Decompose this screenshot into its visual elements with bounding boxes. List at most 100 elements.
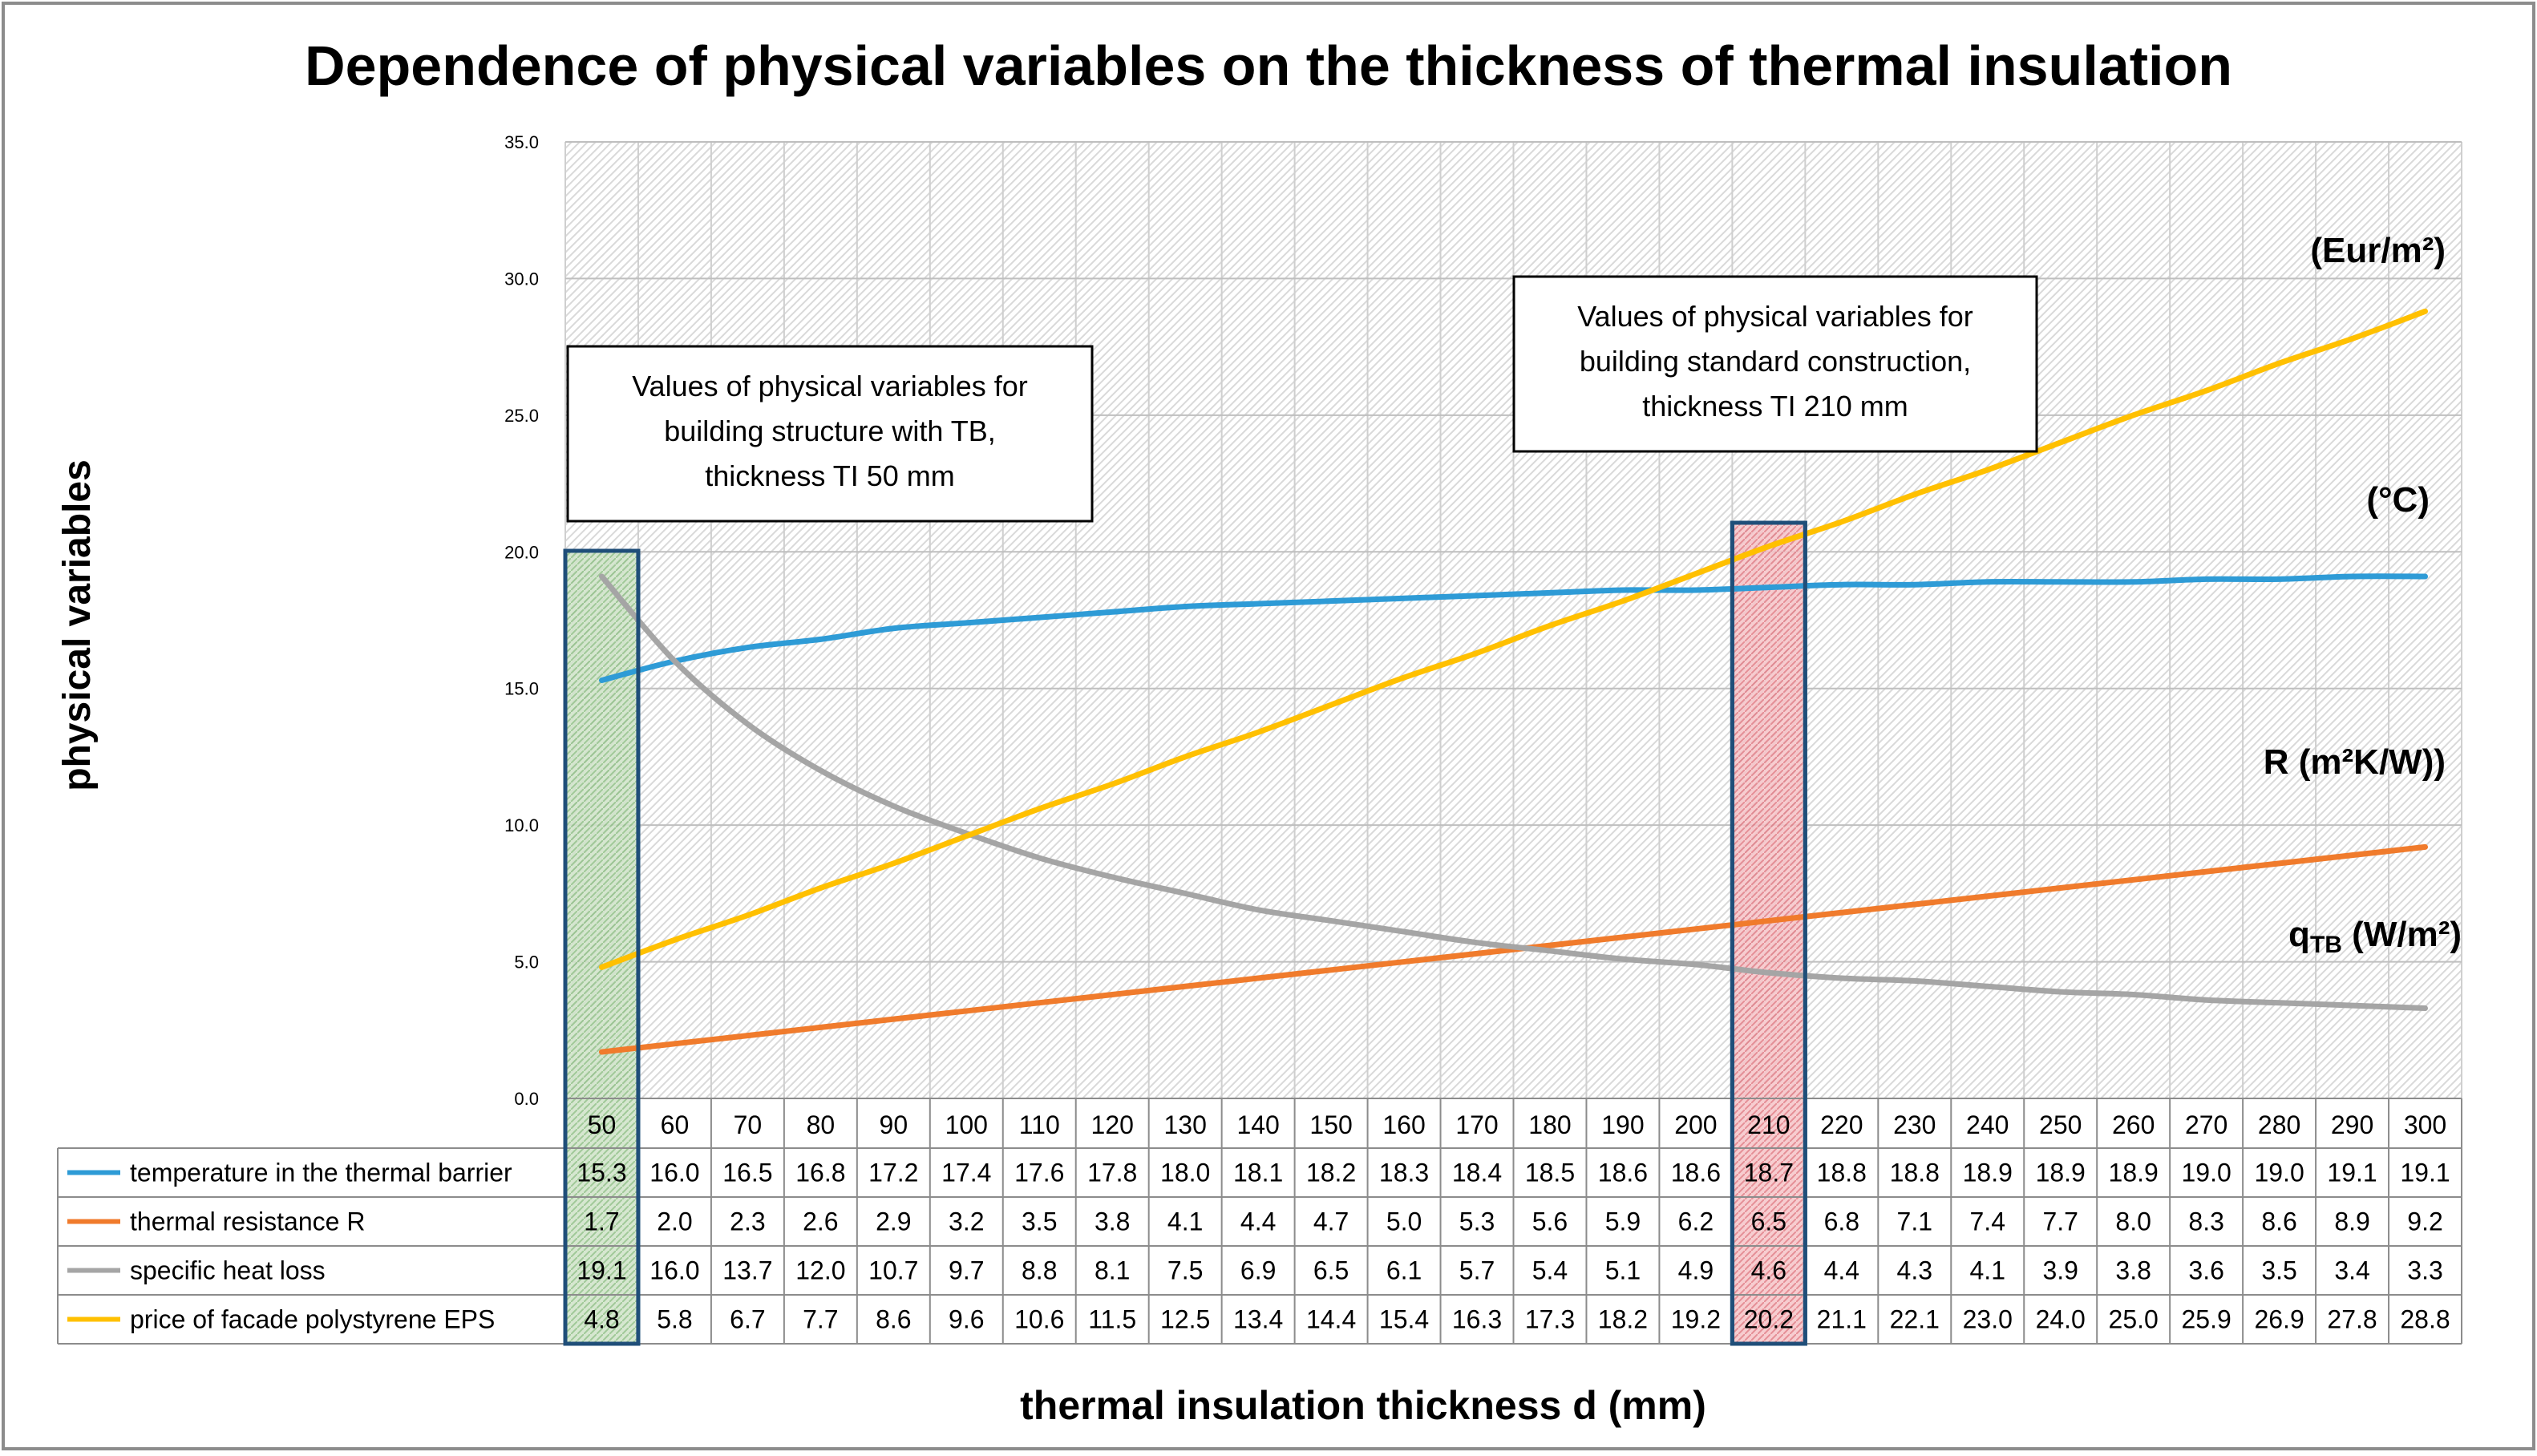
data-label: 18.9	[2036, 1159, 2086, 1187]
data-label: 27.8	[2327, 1305, 2377, 1334]
x-tick-label: 130	[1163, 1110, 1206, 1139]
data-label: 5.3	[1459, 1207, 1495, 1236]
legend-label: specific heat loss	[130, 1256, 326, 1285]
data-label: 8.6	[2261, 1207, 2296, 1236]
data-label: 17.2	[868, 1159, 918, 1187]
data-label: 24.0	[2036, 1305, 2086, 1334]
data-label: 3.9	[2042, 1256, 2078, 1285]
data-label: 13.7	[722, 1256, 772, 1285]
data-label: 5.8	[657, 1305, 692, 1334]
data-label: 7.5	[1167, 1256, 1203, 1285]
data-label: 3.5	[2261, 1256, 2296, 1285]
data-label: 18.2	[1306, 1159, 1356, 1187]
series-line	[598, 573, 2429, 683]
data-label: 18.4	[1452, 1159, 1502, 1187]
data-label: 18.9	[1963, 1159, 2013, 1187]
x-tick-label: 140	[1236, 1110, 1279, 1139]
annotations: Values of physical variables for building…	[566, 275, 2038, 523]
unit-label: R (m²K/W))	[2264, 742, 2446, 782]
y-tick-label: 0.0	[514, 1089, 539, 1109]
data-label: 12.0	[795, 1256, 845, 1285]
x-tick-label: 180	[1528, 1110, 1571, 1139]
data-label: 8.0	[2115, 1207, 2151, 1236]
data-label: 9.2	[2407, 1207, 2442, 1236]
data-label: 26.9	[2254, 1305, 2304, 1334]
data-label: 18.6	[1671, 1159, 1721, 1187]
data-label: 14.4	[1306, 1305, 1356, 1334]
data-label: 3.8	[1095, 1207, 1130, 1236]
data-label: 19.0	[2254, 1159, 2304, 1187]
data-label: 28.8	[2400, 1305, 2450, 1334]
data-label: 6.5	[1751, 1207, 1786, 1236]
data-label: 5.0	[1386, 1207, 1422, 1236]
data-label: 18.8	[1817, 1159, 1867, 1187]
legend-label: temperature in the thermal barrier	[130, 1159, 512, 1187]
legend-label: price of facade polystyrene EPS	[130, 1305, 495, 1334]
data-label: 16.3	[1452, 1305, 1502, 1334]
data-label: 3.6	[2188, 1256, 2223, 1285]
data-label: 4.4	[1824, 1256, 1859, 1285]
x-tick-label: 270	[2185, 1110, 2227, 1139]
data-label: 5.9	[1605, 1207, 1641, 1236]
x-tick-label: 90	[880, 1110, 908, 1139]
data-label: 5.7	[1459, 1256, 1495, 1285]
data-label: 9.7	[949, 1256, 984, 1285]
data-label: 4.1	[1970, 1256, 2005, 1285]
data-label: 25.0	[2109, 1305, 2159, 1334]
unit-label: qTB (W/m²)	[2288, 915, 2462, 958]
data-label: 16.8	[795, 1159, 845, 1187]
data-label: 18.6	[1598, 1159, 1648, 1187]
x-tick-label: 280	[2258, 1110, 2300, 1139]
data-label: 19.1	[2327, 1159, 2377, 1187]
data-label: 8.6	[876, 1305, 911, 1334]
x-axis-label: thermal insulation thickness d (mm)	[1020, 1383, 1706, 1428]
data-label: 8.1	[1095, 1256, 1130, 1285]
data-label: 10.7	[868, 1256, 918, 1285]
y-tick-label: 20.0	[504, 542, 539, 562]
data-label: 15.3	[577, 1159, 626, 1187]
unit-label: (°C)	[2366, 480, 2430, 520]
data-label: 4.7	[1313, 1207, 1349, 1236]
data-label: 13.4	[1233, 1305, 1283, 1334]
x-tick-label: 60	[661, 1110, 690, 1139]
data-label: 2.0	[657, 1207, 692, 1236]
data-label: 23.0	[1963, 1305, 2013, 1334]
data-label: 18.1	[1233, 1159, 1283, 1187]
x-tick-label: 70	[734, 1110, 763, 1139]
x-tick-label: 50	[588, 1110, 617, 1139]
data-label: 7.1	[1897, 1207, 1932, 1236]
y-tick-label: 30.0	[504, 269, 539, 289]
data-label: 17.6	[1014, 1159, 1064, 1187]
series-lines	[598, 308, 2429, 1055]
data-label: 4.1	[1167, 1207, 1203, 1236]
data-label: 16.0	[649, 1159, 699, 1187]
x-tick-label: 210	[1747, 1110, 1790, 1139]
data-label: 15.4	[1379, 1305, 1429, 1334]
x-tick-label: 260	[2112, 1110, 2155, 1139]
data-label: 18.8	[1890, 1159, 1940, 1187]
data-label: 2.3	[730, 1207, 765, 1236]
x-tick-label: 200	[1674, 1110, 1717, 1139]
data-label: 11.5	[1088, 1305, 1136, 1334]
annotation-text: Values of physical variables for	[632, 370, 1028, 402]
y-tick-labels: 0.0 5.0 10.0 15.0 20.0 25.0 30.0 35.0	[504, 132, 539, 1109]
data-label: 7.7	[803, 1305, 838, 1334]
x-tick-label: 230	[1893, 1110, 1936, 1139]
x-tick-label: 100	[945, 1110, 988, 1139]
data-label: 3.2	[949, 1207, 984, 1236]
highlight-outline	[1730, 520, 1807, 1346]
data-label: 18.0	[1160, 1159, 1210, 1187]
x-tick-label: 150	[1309, 1110, 1352, 1139]
data-label: 12.5	[1160, 1305, 1210, 1334]
y-tick-label: 10.0	[504, 815, 539, 835]
data-label: 18.7	[1744, 1159, 1794, 1187]
x-tick-label: 80	[807, 1110, 836, 1139]
data-label: 19.2	[1671, 1305, 1721, 1334]
series-unit-labels: (Eur/m²) (°C) R (m²K/W)) qTB (W/m²)	[2264, 231, 2462, 958]
data-label: 16.5	[722, 1159, 772, 1187]
data-label: 7.4	[1970, 1207, 2005, 1236]
annotation-box: Values of physical variables for building…	[566, 345, 1094, 523]
data-label: 19.0	[2181, 1159, 2231, 1187]
